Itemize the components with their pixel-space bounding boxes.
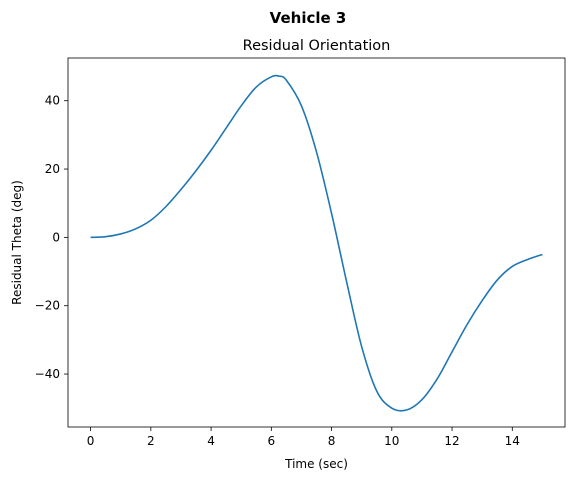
x-axis-ticks: 0 2 4 6 8 10 12 14 (87, 427, 520, 448)
x-tick-label: 2 (147, 434, 155, 448)
y-tick-label: −20 (35, 299, 60, 313)
x-tick-label: 6 (267, 434, 275, 448)
series-lines (90, 74, 543, 412)
y-axis-label: Residual Theta (deg) (10, 180, 24, 305)
x-tick-label: 8 (328, 434, 336, 448)
plot-frame (67, 57, 566, 428)
y-tick-label: 40 (45, 94, 60, 108)
x-tick-label: 10 (384, 434, 399, 448)
y-tick-label: 20 (45, 162, 60, 176)
x-tick-label: 4 (207, 434, 215, 448)
y-axis-ticks: −40 −20 0 20 40 (35, 94, 68, 381)
series-line-0 (90, 74, 543, 412)
y-tick-label: −40 (35, 367, 60, 381)
plot-area: 0 2 4 6 8 10 12 14 −40 −20 0 20 40 (35, 57, 566, 448)
x-tick-label: 14 (505, 434, 520, 448)
x-tick-label: 12 (444, 434, 459, 448)
x-axis-label: Time (sec) (284, 457, 348, 471)
y-tick-label: 0 (52, 230, 60, 244)
x-tick-label: 0 (87, 434, 95, 448)
figure-suptitle: Vehicle 3 (270, 9, 347, 27)
chart-title: Residual Orientation (243, 38, 391, 54)
